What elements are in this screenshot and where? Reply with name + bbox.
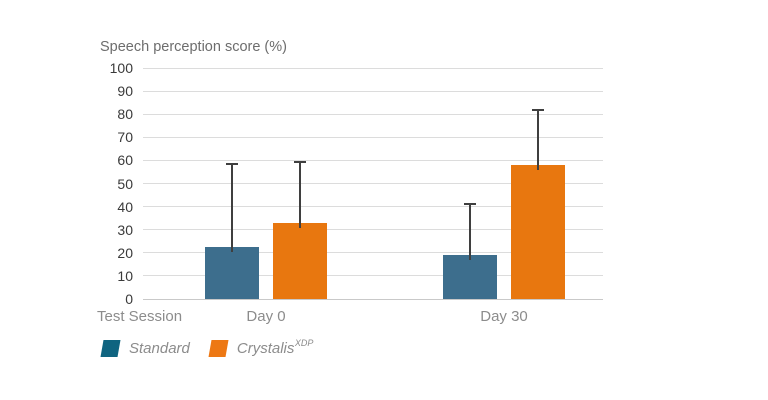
legend-swatch-crystalis	[208, 339, 229, 357]
bar-standard-day-0	[205, 247, 259, 299]
y-tick-label-90: 90	[117, 83, 133, 100]
gridline-y-100	[143, 67, 603, 69]
error-bar-cap	[532, 108, 544, 111]
category-label-day-30: Day 30	[480, 308, 528, 325]
y-tick-label-100: 100	[109, 60, 133, 76]
bar-crystalis-day-0	[273, 222, 327, 299]
legend-item-crystalis: CrystalisXDP	[208, 338, 314, 357]
y-tick-label-30: 30	[117, 221, 133, 238]
bar-standard-day-30	[443, 255, 497, 299]
gridline-y-30	[143, 229, 603, 231]
legend: Standard CrystalisXDP	[100, 338, 333, 357]
chart-title: Speech perception score (%)	[100, 39, 287, 55]
gridline-y-80	[143, 113, 603, 115]
legend-label-standard: Standard	[129, 339, 190, 357]
category-label-day-0: Day 0	[246, 308, 286, 325]
gridline-y-40	[143, 206, 603, 208]
error-bar-cap	[464, 203, 476, 206]
error-bar-cap	[226, 162, 238, 165]
y-tick-label-50: 50	[117, 175, 133, 192]
legend-swatch-standard	[100, 339, 121, 357]
plot-area	[143, 67, 603, 300]
y-tick-label-20: 20	[117, 244, 133, 261]
gridline-y-10	[143, 275, 603, 277]
gridline-y-50	[143, 183, 603, 184]
gridline-y-0	[143, 298, 603, 300]
error-bar-cap	[294, 160, 306, 163]
legend-label-crystalis: CrystalisXDP	[236, 338, 314, 357]
error-bar-line	[299, 161, 301, 228]
y-tick-label-70: 70	[117, 129, 133, 146]
bar-crystalis-day-30	[511, 165, 565, 299]
gridline-y-20	[143, 252, 603, 254]
y-tick-label-80: 80	[117, 106, 133, 123]
gridline-y-90	[143, 90, 603, 92]
error-bar-line	[537, 109, 539, 171]
y-tick-label-10: 10	[117, 267, 133, 284]
error-bar-line	[231, 163, 233, 253]
y-tick-label-60: 60	[117, 152, 133, 169]
gridline-y-70	[143, 136, 603, 138]
y-tick-label-0: 0	[125, 291, 133, 307]
legend-item-standard: Standard	[100, 339, 190, 357]
gridline-y-60	[143, 159, 603, 161]
x-axis-title: Test Session	[97, 308, 183, 325]
error-bar-line	[469, 204, 471, 261]
y-tick-label-40: 40	[117, 198, 133, 215]
